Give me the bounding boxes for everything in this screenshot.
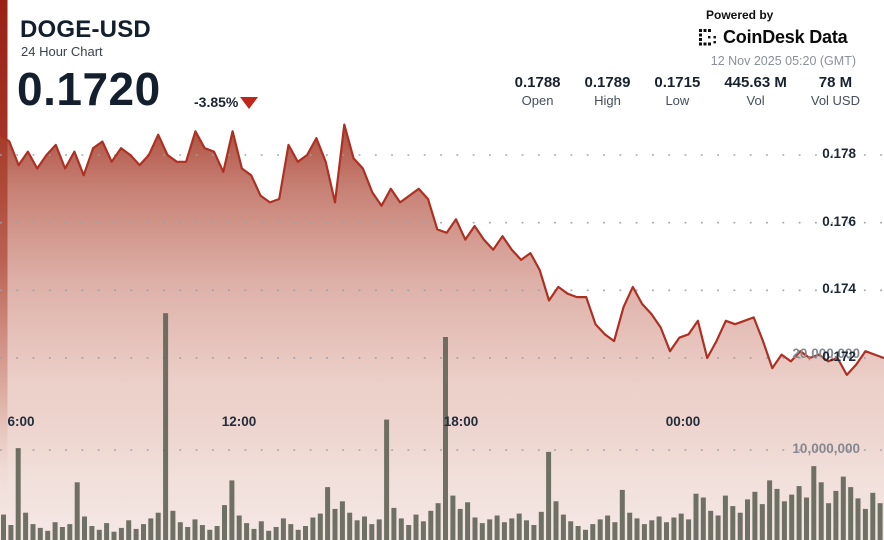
price-line: [0, 123, 884, 376]
volume-bars: [1, 313, 883, 540]
gridlines: [0, 154, 884, 451]
price-area: [0, 124, 884, 540]
